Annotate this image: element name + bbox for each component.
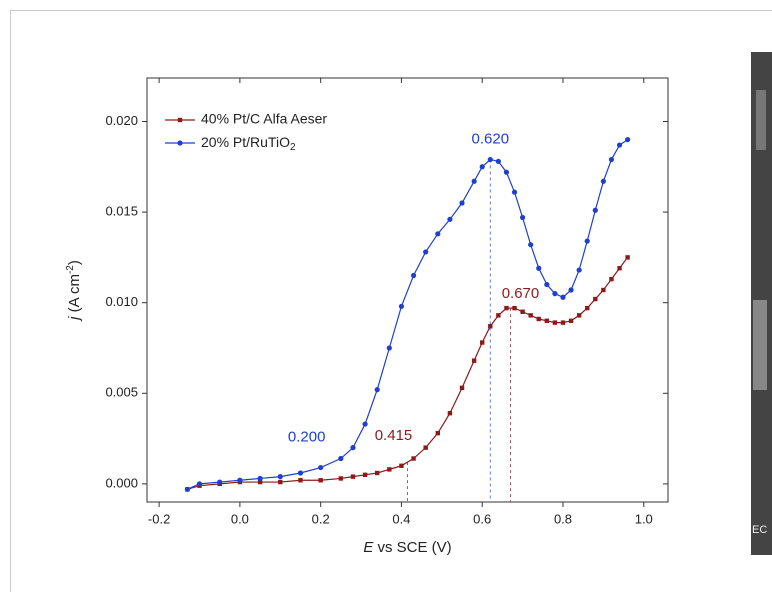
- legend-marker: [177, 140, 182, 145]
- data-point: [278, 480, 282, 484]
- data-point: [617, 266, 621, 270]
- data-point: [472, 358, 476, 362]
- data-point: [399, 304, 404, 309]
- x-tick-label: 0.2: [312, 511, 330, 526]
- data-point: [448, 411, 452, 415]
- data-point: [363, 473, 367, 477]
- data-point: [593, 208, 598, 213]
- x-tick-label: 0.4: [392, 511, 410, 526]
- y-tick-label: 0.010: [105, 294, 138, 309]
- data-point: [593, 297, 597, 301]
- data-point: [577, 267, 582, 272]
- data-point: [375, 471, 379, 475]
- legend-marker: [178, 118, 182, 122]
- y-tick-label: 0.005: [105, 385, 138, 400]
- data-point: [512, 306, 516, 310]
- data-point: [339, 476, 343, 480]
- data-point: [520, 310, 524, 314]
- data-point: [625, 255, 629, 259]
- data-point: [553, 320, 557, 324]
- data-point: [411, 456, 415, 460]
- data-point: [459, 200, 464, 205]
- data-point: [520, 215, 525, 220]
- x-tick-label: 0.0: [231, 511, 249, 526]
- micrograph-label: EC: [752, 524, 767, 536]
- data-point: [569, 319, 573, 323]
- data-point: [568, 287, 573, 292]
- data-point: [512, 190, 517, 195]
- data-point: [318, 478, 322, 482]
- y-axis-label: j (A cm-2): [65, 260, 83, 322]
- data-point: [528, 242, 533, 247]
- y-tick-label: 0.020: [105, 113, 138, 128]
- data-point: [197, 481, 202, 486]
- data-point: [257, 476, 262, 481]
- data-point: [217, 479, 222, 484]
- data-point: [351, 474, 355, 478]
- data-point: [423, 249, 428, 254]
- data-point: [552, 291, 557, 296]
- data-point: [318, 465, 323, 470]
- data-point: [350, 445, 355, 450]
- data-point: [496, 159, 501, 164]
- x-axis-label: E vs SCE (V): [363, 539, 451, 556]
- data-point: [185, 487, 190, 492]
- x-tick-label: 1.0: [635, 511, 653, 526]
- data-point: [496, 313, 500, 317]
- data-point: [298, 478, 302, 482]
- data-point: [460, 386, 464, 390]
- data-point: [561, 320, 565, 324]
- data-point: [338, 456, 343, 461]
- data-point: [544, 282, 549, 287]
- data-point: [362, 421, 367, 426]
- data-point: [609, 157, 614, 162]
- y-tick-label: 0.000: [105, 475, 138, 490]
- data-point: [387, 345, 392, 350]
- data-point: [375, 387, 380, 392]
- data-point: [423, 445, 427, 449]
- annotation-label: 0.670: [502, 285, 540, 302]
- data-point: [504, 306, 508, 310]
- data-point: [411, 273, 416, 278]
- data-point: [609, 277, 613, 281]
- x-tick-label: 0.6: [473, 511, 491, 526]
- micrograph-texture: [753, 300, 767, 390]
- legend-label: 20% Pt/RuTiO2: [201, 134, 296, 153]
- data-point: [585, 306, 589, 310]
- data-point: [237, 478, 242, 483]
- data-point: [436, 431, 440, 435]
- data-point: [585, 238, 590, 243]
- data-point: [298, 470, 303, 475]
- data-point: [545, 319, 549, 323]
- data-point: [480, 164, 485, 169]
- data-point: [447, 217, 452, 222]
- x-tick-label: 0.8: [554, 511, 572, 526]
- data-point: [278, 474, 283, 479]
- data-point: [625, 137, 630, 142]
- micrograph-texture: [756, 90, 766, 150]
- data-point: [528, 313, 532, 317]
- annotation-label: 0.620: [472, 131, 510, 148]
- data-point: [472, 179, 477, 184]
- data-point: [601, 288, 605, 292]
- data-point: [536, 266, 541, 271]
- legend-label: 40% Pt/C Alfa Aeser: [201, 111, 327, 127]
- data-point: [435, 231, 440, 236]
- annotation-label: 0.200: [288, 429, 326, 446]
- data-point: [601, 179, 606, 184]
- y-tick-label: 0.015: [105, 204, 138, 219]
- data-point: [399, 464, 403, 468]
- data-point: [617, 142, 622, 147]
- data-point: [560, 295, 565, 300]
- annotation-label: 0.415: [375, 427, 413, 444]
- data-point: [577, 313, 581, 317]
- data-point: [387, 467, 391, 471]
- x-tick-label: -0.2: [148, 511, 170, 526]
- data-point: [504, 170, 509, 175]
- data-point: [537, 317, 541, 321]
- data-point: [480, 340, 484, 344]
